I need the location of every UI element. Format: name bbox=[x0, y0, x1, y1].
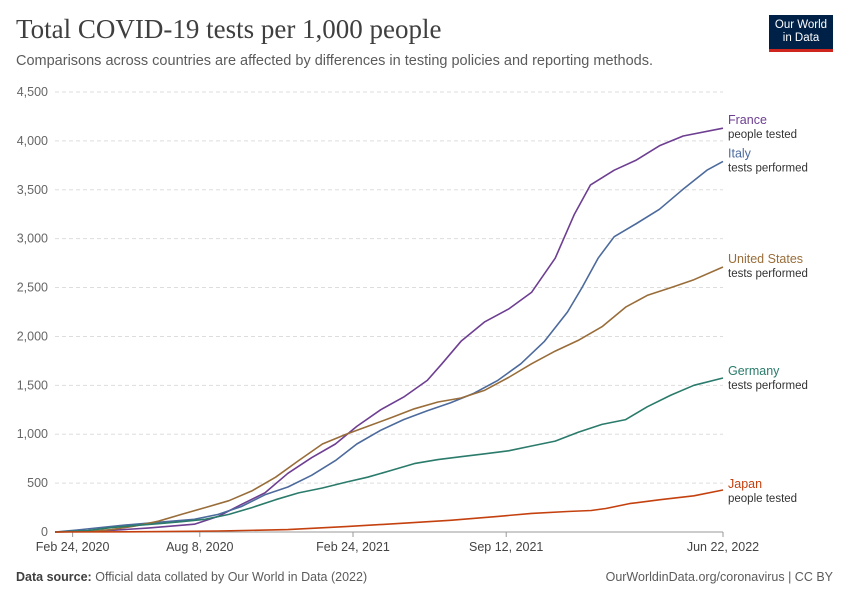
x-tick-label: Jun 22, 2022 bbox=[687, 540, 759, 554]
y-tick-label: 2,500 bbox=[17, 281, 48, 295]
series-label: Italy bbox=[728, 146, 752, 160]
y-tick-label: 3,000 bbox=[17, 232, 48, 246]
y-tick-label: 0 bbox=[41, 525, 48, 539]
series-note: tests performed bbox=[728, 268, 808, 280]
x-tick-label: Aug 8, 2020 bbox=[166, 540, 233, 554]
data-source-text: Official data collated by Our World in D… bbox=[95, 570, 368, 584]
data-source-label: Data source: bbox=[16, 570, 92, 584]
y-tick-label: 2,000 bbox=[17, 329, 48, 343]
series-line-germany bbox=[54, 377, 724, 533]
y-tick-label: 4,500 bbox=[17, 85, 48, 99]
series-note: people tested bbox=[728, 129, 797, 141]
series-label: United States bbox=[728, 252, 803, 266]
series-note: people tested bbox=[728, 493, 797, 505]
data-source: Data source: Official data collated by O… bbox=[16, 570, 367, 584]
logo-line-2: in Data bbox=[782, 32, 820, 44]
y-tick-label: 1,500 bbox=[17, 378, 48, 392]
source-link[interactable]: OurWorldinData.org/coronavirus | CC BY bbox=[605, 570, 833, 584]
y-axis-ticks: 0 500 1,000 1,500 2,000 2,500 3,000 3,500 4,000 4… bbox=[17, 85, 48, 539]
series-note: tests performed bbox=[728, 162, 808, 174]
gridlines bbox=[55, 91, 723, 484]
y-tick-label: 3,500 bbox=[17, 183, 48, 197]
x-tick-label: Feb 24, 2020 bbox=[36, 540, 110, 554]
series-label: Japan bbox=[728, 477, 762, 491]
series-label: Germany bbox=[728, 364, 780, 378]
logo-line-1: Our World bbox=[774, 19, 828, 31]
x-axis: Feb 24, 2020 Aug 8, 2020 Feb 24, 2021 Sep 1… bbox=[36, 531, 759, 554]
series-labels: France people tested Italy tests performed U… bbox=[728, 113, 808, 505]
series-line-japan bbox=[54, 489, 724, 533]
series-note: tests performed bbox=[728, 380, 808, 392]
owid-logo[interactable]: Our World in Data bbox=[769, 15, 833, 52]
y-tick-label: 4,000 bbox=[17, 134, 48, 148]
chart-subtitle: Comparisons across countries are affecte… bbox=[16, 53, 654, 69]
x-tick-label: Sep 12, 2021 bbox=[469, 540, 543, 554]
y-tick-label: 1,000 bbox=[17, 427, 48, 441]
series-lines bbox=[54, 127, 724, 533]
x-tick-label: Feb 24, 2021 bbox=[316, 540, 390, 554]
series-label: France bbox=[728, 113, 767, 127]
series-line-united-states bbox=[54, 266, 724, 533]
series-line-italy bbox=[54, 160, 724, 533]
chart-title: Total COVID-19 tests per 1,000 people bbox=[16, 14, 442, 44]
y-tick-label: 500 bbox=[27, 476, 48, 490]
